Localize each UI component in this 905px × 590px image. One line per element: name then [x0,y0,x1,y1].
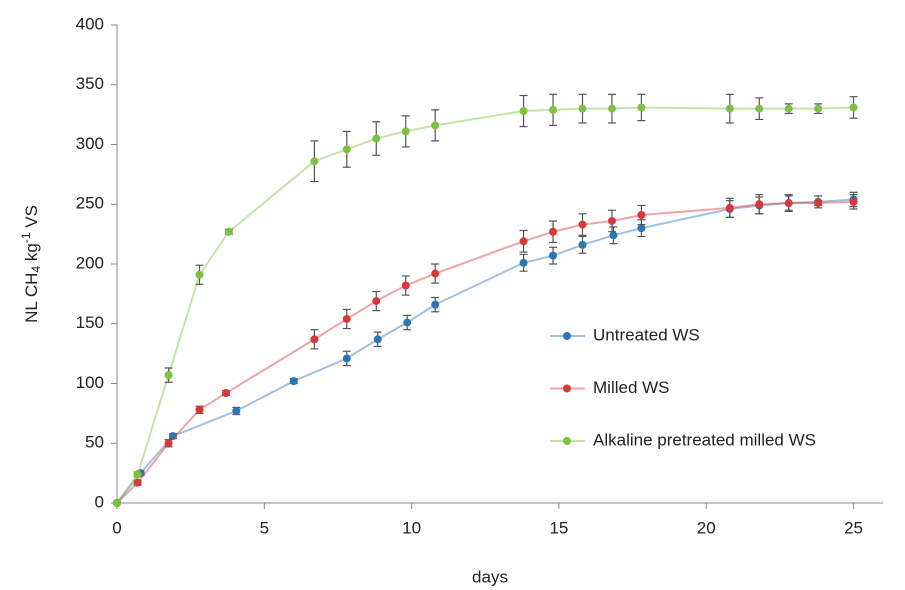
x-tick-label: 0 [112,518,121,537]
data-point [725,203,734,212]
data-point [637,103,646,112]
y-tick-label: 150 [76,313,104,332]
data-point [637,224,646,233]
data-point [342,314,351,323]
x-axis-label: days [472,567,508,586]
data-point [814,104,823,113]
data-point [519,237,528,246]
data-point [373,335,382,344]
data-point [849,197,858,206]
data-point [431,269,440,278]
data-point [755,200,764,209]
data-point [133,470,142,479]
data-point [814,199,823,208]
y-label-part: 4 [29,266,43,273]
y-tick-label: 0 [95,492,104,511]
y-tick-label: 50 [85,433,104,452]
data-point [289,377,298,386]
data-point [195,270,204,279]
data-point [168,432,177,441]
x-tick-label: 10 [402,518,421,537]
data-point [519,258,528,267]
series-line [116,106,854,504]
y-tick-label: 100 [76,373,104,392]
data-point [725,104,734,113]
x-tick-label: 5 [260,518,269,537]
y-tick-label: 200 [76,253,104,272]
y-tick-label: 300 [76,134,104,153]
y-label-part: VS [22,205,41,232]
data-point [372,297,381,306]
data-point [310,157,319,166]
data-point [401,127,410,136]
data-point [164,371,173,380]
x-tick-label: 15 [549,518,568,537]
data-point [755,104,764,113]
data-point [164,439,173,448]
data-point [133,478,142,487]
series-line [116,200,854,504]
x-tick-label: 25 [844,518,863,537]
y-label-part: NL CH [22,273,41,323]
series-line [116,198,854,504]
legend-label: Milled WS [593,378,670,397]
data-point [403,318,412,327]
data-point [549,251,558,260]
data-point [401,281,410,290]
y-label-part: kg [22,243,41,266]
legend-label: Alkaline pretreated milled WS [593,430,816,449]
data-point [578,240,587,249]
legend-label: Untreated WS [593,325,700,344]
data-point [431,300,440,309]
data-point [784,199,793,208]
data-point [609,231,618,240]
data-point [342,354,351,363]
data-point [607,104,616,113]
data-point [431,121,440,130]
data-point [637,211,646,220]
y-tick-label: 250 [76,194,104,213]
data-point [372,134,381,143]
data-point [607,216,616,225]
data-point [195,405,204,414]
legend-marker [563,384,571,393]
data-point [578,220,587,229]
y-tick-label: 400 [76,14,104,33]
data-point [310,335,319,344]
data-point [519,107,528,116]
data-point [578,104,587,113]
x-tick-label: 20 [697,518,716,537]
data-point [222,389,231,398]
data-point [342,145,351,154]
y-tick-label: 350 [76,74,104,93]
y-axis-label: NL CH4 kg-1 VS [19,205,43,323]
legend-marker [563,437,571,445]
data-point [232,406,241,415]
data-point [549,227,558,236]
legend-marker [563,332,571,340]
data-point [849,103,858,112]
data-point [549,105,558,114]
data-point [784,104,793,113]
data-point [224,227,233,236]
data-point [113,499,121,507]
y-label-part: -1 [19,232,33,243]
